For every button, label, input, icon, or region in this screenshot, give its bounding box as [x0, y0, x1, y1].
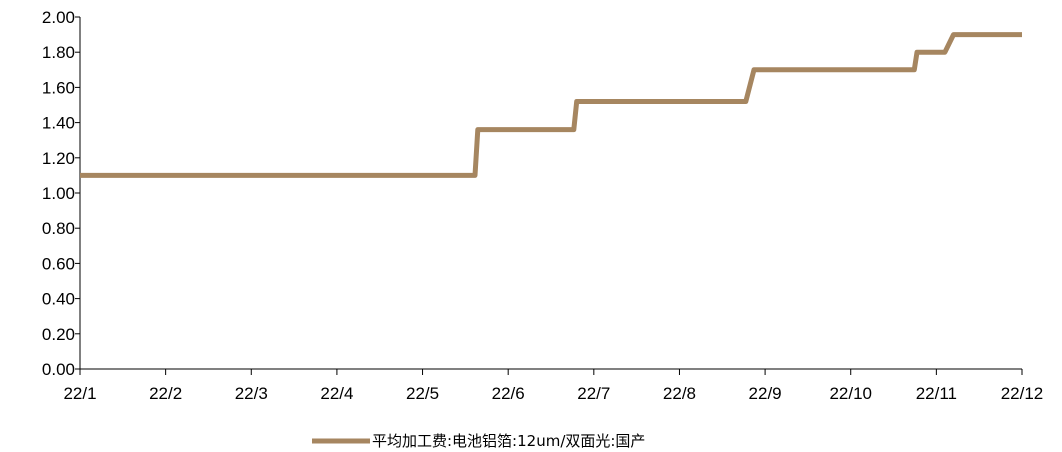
x-tick-label: 22/1: [63, 384, 96, 403]
y-tick-label: 1.40: [42, 114, 75, 133]
y-tick-label: 0.80: [42, 219, 75, 238]
x-tick-label: 22/7: [577, 384, 610, 403]
y-tick-label: 2.00: [42, 8, 75, 27]
x-tick-label: 22/12: [1001, 384, 1044, 403]
series-group: [80, 32, 1022, 178]
x-tick-label: 22/5: [406, 384, 439, 403]
x-tick-label: 22/9: [749, 384, 782, 403]
y-axis: 0.00 0.20 0.40 0.60 0.80 1.00 1.20 1.40 1.60 1.80…: [42, 8, 81, 379]
x-tick-label: 22/4: [320, 384, 353, 403]
y-tick-label: 1.20: [42, 149, 75, 168]
y-tick-label: 1.60: [42, 78, 75, 97]
y-tick-label: 1.80: [42, 43, 75, 62]
y-tick-label: 0.00: [42, 360, 75, 379]
y-tick-label: 0.60: [42, 254, 75, 273]
y-tick-label: 1.00: [42, 184, 75, 203]
legend-label: 平均加工费:电池铝箔:12um/双面光:国产: [372, 432, 645, 450]
x-tick-label: 22/10: [829, 384, 872, 403]
y-tick-label: 0.20: [42, 325, 75, 344]
x-tick-label: 22/11: [916, 384, 957, 403]
series-line: [80, 32, 1022, 178]
x-tick-label: 22/8: [663, 384, 696, 403]
x-axis: 22/1 22/2 22/3 22/4 22/5 22/6 22/7 22/8 22/9 22/1…: [63, 368, 1044, 403]
x-tick-label: 22/6: [492, 384, 525, 403]
y-tick-label: 0.40: [42, 290, 75, 309]
legend: 平均加工费:电池铝箔:12um/双面光:国产: [312, 432, 645, 450]
x-tick-label: 22/3: [235, 384, 268, 403]
x-tick-label: 22/2: [149, 384, 182, 403]
